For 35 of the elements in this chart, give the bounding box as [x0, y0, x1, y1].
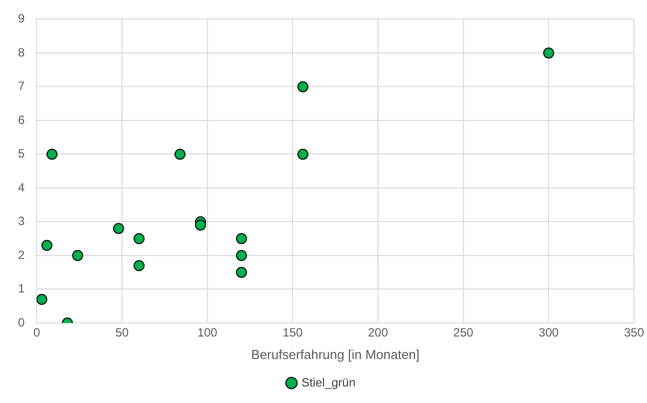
point	[72, 250, 84, 261]
y-tick-label: 1	[18, 282, 25, 296]
point	[174, 148, 186, 160]
y-tick-label: 4	[18, 180, 25, 194]
y-tick-label: 9	[18, 12, 25, 26]
x-tick-label: 300	[538, 326, 559, 340]
x-tick-label: 200	[368, 326, 388, 340]
y-tick-label: 2	[18, 248, 25, 262]
point	[543, 47, 554, 58]
y-tick-label: 0	[18, 315, 25, 330]
x-axis-title: Berufserfahrung [in Monaten]	[251, 346, 420, 362]
point	[36, 294, 48, 305]
y-tick-label: 7	[18, 79, 25, 94]
x-tick-label: 0	[33, 326, 40, 340]
point	[134, 260, 145, 272]
point	[297, 81, 308, 92]
point	[236, 233, 247, 244]
x-tick-label: 50	[115, 326, 129, 340]
x-tick-label: 250	[453, 326, 474, 340]
point	[236, 266, 247, 278]
y-tick-label: 8	[18, 45, 25, 60]
point	[41, 240, 52, 251]
y-tick-label: 5	[18, 146, 25, 161]
x-tick-label: 100	[197, 326, 218, 340]
point	[134, 233, 145, 244]
y-tick-label: 3	[18, 214, 25, 228]
point	[113, 222, 124, 234]
point	[236, 250, 247, 261]
x-tick-label: 350	[624, 326, 644, 340]
x-tick-label: 150	[282, 326, 303, 340]
point	[46, 148, 58, 160]
point	[195, 220, 206, 231]
legend-label: Stiel_grün	[301, 375, 356, 390]
y-tick-label: 6	[18, 112, 25, 127]
point	[297, 148, 308, 160]
